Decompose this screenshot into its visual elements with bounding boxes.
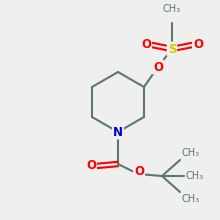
Text: N: N xyxy=(113,125,123,139)
Text: CH₃: CH₃ xyxy=(181,194,199,204)
Text: O: O xyxy=(153,61,163,73)
Text: O: O xyxy=(134,165,144,178)
Text: CH₃: CH₃ xyxy=(181,148,199,158)
Text: S: S xyxy=(168,42,176,55)
Text: O: O xyxy=(86,158,96,172)
Text: O: O xyxy=(193,37,203,51)
Text: CH₃: CH₃ xyxy=(163,4,181,14)
Text: CH₃: CH₃ xyxy=(186,171,204,181)
Text: O: O xyxy=(141,37,151,51)
